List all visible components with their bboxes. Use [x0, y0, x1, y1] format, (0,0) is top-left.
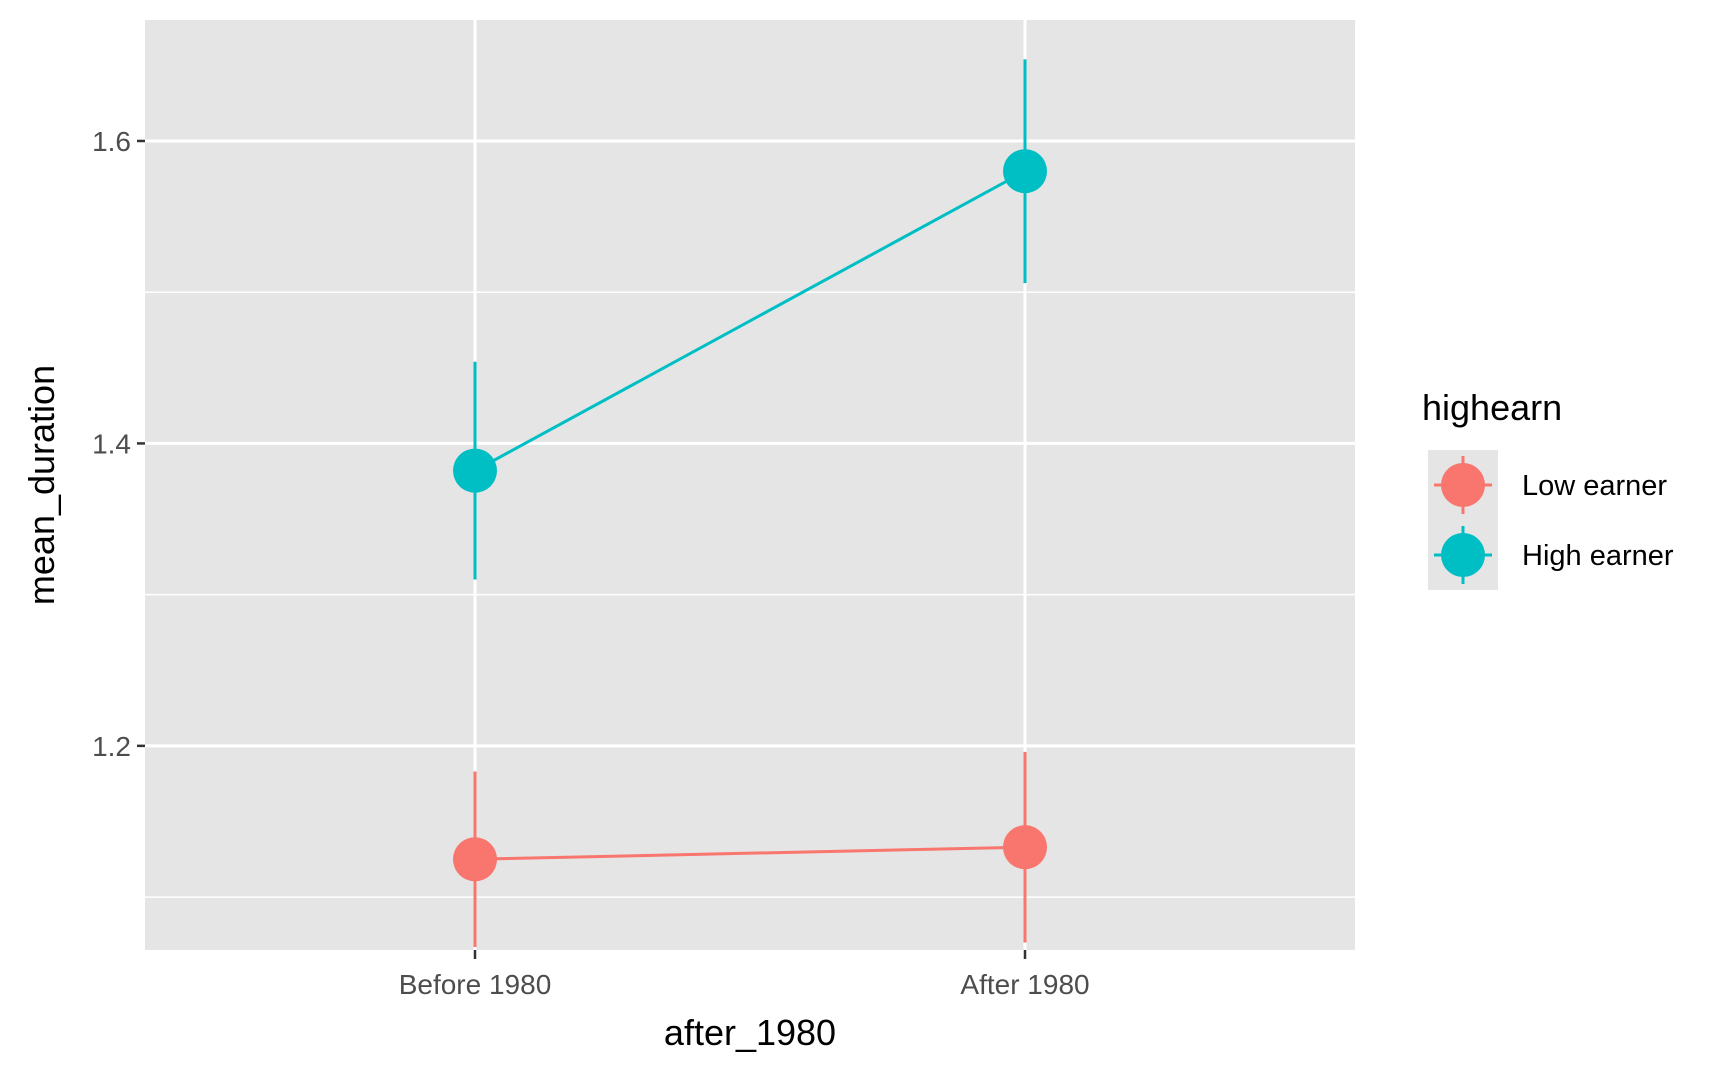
- y-tick-label: 1.4: [92, 428, 131, 459]
- series-line: [474, 845, 1026, 861]
- x-tick-label: After 1980: [960, 969, 1089, 1000]
- x-axis-title: after_1980: [664, 1012, 836, 1053]
- legend-key-point: [1441, 463, 1485, 507]
- series-marks: [453, 59, 1047, 947]
- data-point: [1003, 149, 1047, 194]
- legend-entry-label: Low earner: [1522, 470, 1667, 502]
- plot-panel: [145, 20, 1355, 950]
- y-tick-label: 1.6: [92, 126, 131, 157]
- axes: 1.2 1.4 1.6 Before 1980 After 1980: [92, 126, 1090, 1000]
- legend-title: highearn: [1422, 387, 1562, 428]
- data-point: [1003, 825, 1047, 870]
- data-point: [453, 837, 497, 882]
- y-tick-label: 1.2: [92, 731, 131, 762]
- legend-entry-label: High earner: [1522, 540, 1674, 572]
- y-axis-title: mean_duration: [21, 365, 62, 605]
- data-point: [453, 448, 497, 493]
- x-tick-label: Before 1980: [399, 969, 552, 1000]
- legend-key-point: [1441, 533, 1485, 577]
- series-line: [474, 169, 1026, 472]
- legend: highearn Low earner High earner: [1422, 387, 1674, 590]
